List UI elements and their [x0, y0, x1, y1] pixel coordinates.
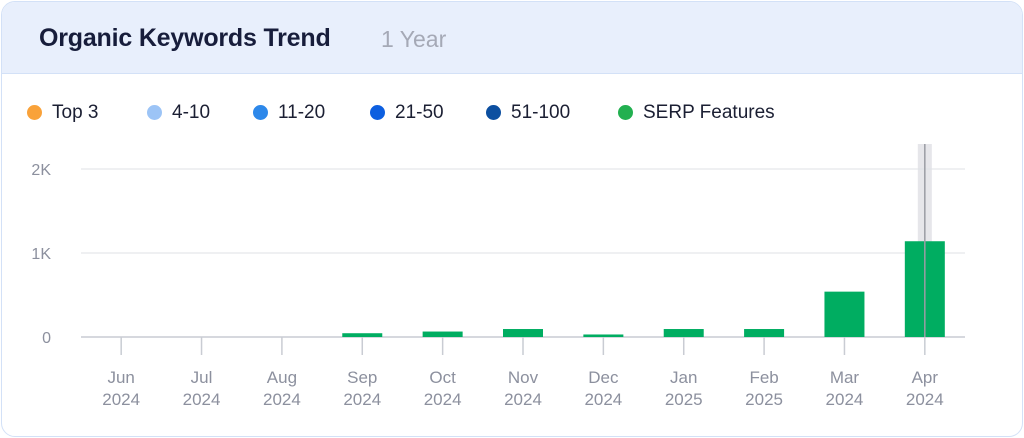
x-tick-label-month: Jun — [107, 368, 134, 387]
legend-dot-icon — [27, 105, 42, 120]
x-tick-label-month: Mar — [830, 368, 860, 387]
x-tick-label-month: Feb — [749, 368, 778, 387]
y-tick-label: 1K — [31, 246, 51, 263]
x-tick-label-year: 2025 — [665, 390, 703, 409]
x-tick-label-month: Aug — [267, 368, 297, 387]
x-tick-label-year: 2024 — [263, 390, 301, 409]
x-tick-label-month: Apr — [912, 368, 939, 387]
legend-label: 51-100 — [511, 102, 571, 123]
bar-serp-features — [422, 331, 463, 337]
x-tick-label-month: Nov — [508, 368, 539, 387]
legend-label: Top 3 — [52, 102, 99, 123]
legend-dot-icon — [253, 105, 268, 120]
x-tick-label-year: 2024 — [343, 390, 381, 409]
legend-dot-icon — [370, 105, 385, 120]
legend-label: 11-20 — [278, 102, 326, 123]
y-tick-label: 0 — [42, 330, 51, 347]
x-tick-label-year: 2024 — [504, 390, 542, 409]
x-tick-label-year: 2024 — [424, 390, 462, 409]
x-tick-label-year: 2024 — [906, 390, 944, 409]
bar-serp-features — [342, 333, 383, 337]
legend-dot-icon — [618, 105, 633, 120]
x-tick-label-month: Jan — [670, 368, 697, 387]
x-tick-label-year: 2025 — [745, 390, 783, 409]
x-tick-label-month: Oct — [429, 368, 456, 387]
x-tick-label-month: Dec — [588, 368, 619, 387]
bar-serp-features — [744, 329, 785, 337]
period-label: 1 Year — [381, 26, 447, 52]
bar-serp-features — [503, 329, 543, 337]
card-header: Organic Keywords Trend 1 Year — [2, 2, 1022, 74]
legend-dot-icon — [147, 105, 162, 120]
x-tick-label-month: Jul — [191, 368, 213, 387]
y-tick-label: 2K — [31, 162, 51, 179]
legend-dot-icon — [486, 105, 501, 120]
x-tick-label-year: 2024 — [584, 390, 622, 409]
x-tick-label-year: 2024 — [183, 390, 221, 409]
legend-label: 4-10 — [172, 102, 211, 123]
x-tick-label-year: 2024 — [826, 390, 864, 409]
chart-title: Organic Keywords Trend — [39, 24, 331, 52]
x-tick-label-month: Sep — [347, 368, 377, 387]
legend-label: SERP Features — [643, 102, 775, 123]
x-tick-label-year: 2024 — [102, 390, 140, 409]
bar-serp-features — [583, 334, 624, 337]
legend-label: 21-50 — [395, 102, 444, 123]
bar-serp-features — [824, 291, 865, 337]
bar-serp-features — [663, 329, 704, 337]
